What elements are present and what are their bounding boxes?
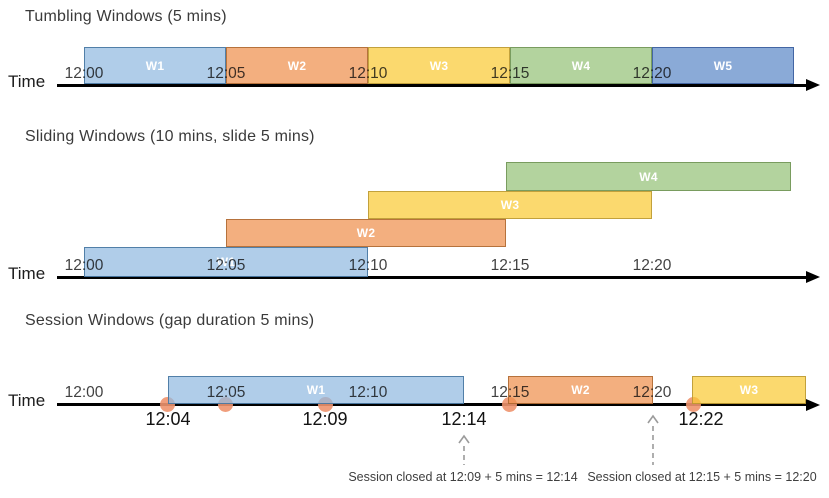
sliding-window-w2: W2 [226,219,506,247]
tumbling-time-label: Time [8,72,46,91]
tumbling-window-w5: W5 [652,47,794,84]
session-tick-1215: 12:15 [490,384,530,401]
sliding-tick-1205: 12:05 [206,257,246,274]
tumbling-window-w2: W2 [226,47,368,84]
window-label: W3 [500,198,520,212]
window-label: W3 [429,58,449,73]
session-time-label: Time [8,391,46,410]
session-title: Session Windows (gap duration 5 mins) [25,312,315,329]
session-window-w2: W2 [508,376,653,404]
sliding-axis-arrowhead-icon [806,271,820,283]
sliding-axis [57,276,806,279]
tumbling-window-w1: W1 [84,47,226,84]
window-label: W1 [306,383,326,397]
sliding-window-w3: W3 [368,191,652,219]
window-label: W1 [216,255,236,269]
tumbling-tick-1200: 12:00 [64,65,104,82]
session-axis [57,403,806,406]
session-caption-1: Session closed at 12:09 + 5 mins = 12:14 [348,470,578,484]
tumbling-window-w3: W3 [368,47,510,84]
sliding-window-w4: W4 [506,162,791,191]
tumbling-tick-1215: 12:15 [490,65,530,82]
window-label: W2 [287,58,307,73]
event-label-1204: 12:04 [145,409,191,429]
session-axis-arrowhead-icon [806,398,820,411]
tumbling-axis-arrowhead-icon [806,79,820,91]
window-label: W1 [145,58,165,73]
session-caption-2: Session closed at 12:15 + 5 mins = 12:20 [587,470,817,484]
session-tick-1205: 12:05 [206,384,246,401]
note-arrow-up-icon [457,434,471,471]
window-label: W3 [739,383,759,397]
window-label: W5 [713,58,733,73]
window-label: W2 [356,226,376,240]
event-label-1222: 12:22 [678,409,724,429]
sliding-tick-1210: 12:10 [348,257,388,274]
sliding-tick-1220: 12:20 [632,257,672,274]
tumbling-window-w4: W4 [510,47,652,84]
tumbling-axis [57,84,806,87]
sliding-time-label: Time [8,264,46,283]
sliding-title: Sliding Windows (10 mins, slide 5 mins) [25,128,315,145]
session-tick-1220: 12:20 [632,384,672,401]
note-arrow-up-icon [646,414,660,471]
session-tick-1200: 12:00 [64,384,104,401]
sliding-tick-1200: 12:00 [64,257,104,274]
session-window-w1: W1 [168,376,464,404]
window-label: W4 [639,169,658,184]
tumbling-title: Tumbling Windows (5 mins) [25,8,227,25]
tumbling-tick-1220: 12:20 [632,65,672,82]
sliding-window-w1: W1 [84,247,368,277]
session-window-w3: W3 [692,376,806,404]
window-label: W2 [571,383,590,397]
tumbling-tick-1205: 12:05 [206,65,246,82]
tumbling-tick-1210: 12:10 [348,65,388,82]
event-label-1209: 12:09 [302,409,348,429]
event-label-1214: 12:14 [441,409,487,429]
sliding-tick-1215: 12:15 [490,257,530,274]
window-label: W4 [571,58,591,73]
session-tick-1210: 12:10 [348,384,388,401]
